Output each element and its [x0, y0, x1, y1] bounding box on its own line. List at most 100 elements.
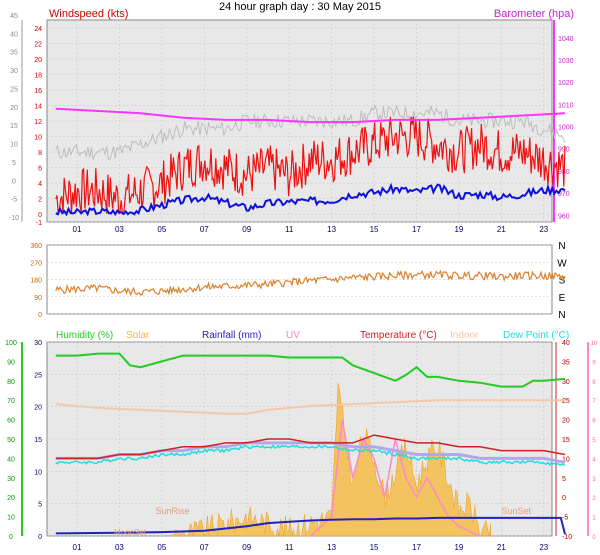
baro-axis-tick: 1040	[558, 36, 574, 43]
uv-axis-tick: 4	[592, 457, 596, 463]
hour-tick: 01	[73, 543, 82, 552]
wind-axis-tick: 10	[34, 135, 42, 142]
temperature-series-line	[55, 434, 566, 460]
wind-axis-tick: 8	[38, 150, 42, 157]
wind-axis-tick: 12	[34, 119, 42, 126]
wind-axis-tick: -1	[36, 220, 42, 227]
uv-axis-tick: 2	[592, 496, 596, 502]
compass-tick: W	[557, 258, 567, 269]
humidity-axis-tick: 10	[7, 515, 15, 522]
baro-axis-tick: 960	[558, 213, 570, 220]
wind-axis-tick: 6	[38, 166, 42, 173]
hour-tick: 03	[115, 543, 124, 552]
direction-axis-tick: 90	[34, 295, 42, 302]
baro-axis-label: Barometer (hpa)	[494, 8, 574, 20]
legend-entry: UV	[286, 330, 300, 341]
hour-tick: 07	[200, 225, 209, 234]
wind-axis-tick: 16	[34, 88, 42, 95]
hour-tick: 13	[327, 225, 336, 234]
uv-axis-tick: 3	[592, 477, 596, 483]
wind-axis-label: Windspeed (kts)	[49, 8, 128, 20]
indoor-series-line	[55, 399, 565, 415]
hour-tick: 19	[454, 225, 463, 234]
gust-series-line	[55, 104, 566, 162]
legend-entry: Solar	[126, 330, 150, 341]
wind-axis-tick: 20	[34, 57, 42, 64]
baro-axis-tick: 1020	[558, 80, 574, 87]
outer-axis-tick: 20	[10, 105, 18, 112]
hour-tick: 03	[115, 225, 124, 234]
outer-axis-tick: 10	[10, 142, 18, 149]
hour-tick: 17	[412, 543, 421, 552]
baro-axis-tick: 1030	[558, 58, 574, 65]
humidity-axis-tick: 50	[7, 437, 15, 444]
wind-axis-tick: 0	[38, 212, 42, 219]
left-axis-tick: 10	[34, 469, 42, 476]
left-axis-tick: 30	[34, 340, 42, 347]
hour-tick: 11	[285, 543, 294, 552]
temp-axis-tick: 10	[562, 456, 570, 463]
temp-axis-tick: 0	[562, 495, 566, 502]
hour-tick: 19	[454, 543, 463, 552]
uv-axis-tick: 6	[592, 419, 596, 425]
direction-axis-tick: 360	[30, 243, 42, 250]
page-title: 24 hour graph day : 30 May 2015	[218, 1, 382, 13]
direction-axis-tick: 180	[30, 278, 42, 285]
legend-entry: Humidity (%)	[56, 330, 113, 341]
legend-entry: Temperature (°C)	[360, 330, 437, 341]
outer-axis-tick: 35	[10, 50, 18, 57]
uv-axis-tick: 1	[592, 516, 596, 522]
humidity-axis-tick: 20	[7, 495, 15, 502]
temp-axis-tick: 40	[562, 340, 570, 347]
temp-axis-tick: 30	[562, 379, 570, 386]
uv-axis-tick: 5	[592, 438, 596, 444]
hour-tick: 07	[200, 543, 209, 552]
wind-series-line	[55, 116, 566, 215]
temp-axis-tick: 20	[562, 418, 570, 425]
dewpoint-series-line	[55, 444, 566, 467]
temp-axis-tick: 35	[562, 359, 570, 366]
sunset-label: SunSet	[501, 506, 531, 516]
outer-axis-tick: 5	[12, 160, 16, 167]
hour-tick: 17	[412, 225, 421, 234]
outer-axis-tick: 15	[10, 123, 18, 130]
hour-tick: 15	[370, 543, 379, 552]
hour-tick: 15	[370, 225, 379, 234]
wind-axis-tick: 4	[38, 181, 42, 188]
compass-tick: N	[558, 310, 565, 321]
hour-tick: 13	[327, 543, 336, 552]
compass-tick: E	[559, 293, 566, 304]
outer-axis-tick: 30	[10, 68, 18, 75]
hour-tick: 05	[157, 225, 166, 234]
outer-axis-tick: 40	[10, 31, 18, 38]
wind-axis-tick: 22	[34, 41, 42, 48]
temp-axis-tick: -10	[562, 534, 572, 541]
temp-axis-tick: 25	[562, 398, 570, 405]
baro-series-line	[55, 107, 566, 124]
uv-axis-tick: 0	[592, 535, 596, 541]
outer-axis-tick: 0	[12, 178, 16, 185]
left-axis-tick: 5	[38, 502, 42, 509]
uv-axis-tick: 10	[591, 341, 598, 347]
moonset-label: MoonSet	[114, 528, 147, 537]
left-axis-tick: 0	[38, 534, 42, 541]
humidity-series-line	[55, 352, 566, 388]
humidity-axis-tick: 80	[7, 379, 15, 386]
outer-axis-tick: -10	[9, 215, 19, 222]
baro-axis-tick: 1010	[558, 102, 574, 109]
hour-tick: 01	[73, 225, 82, 234]
humidity-axis-tick: 100	[5, 340, 17, 347]
uv-axis-tick: 9	[592, 360, 596, 366]
direction-axis-tick: 270	[30, 260, 42, 267]
hour-tick: 21	[497, 543, 506, 552]
humidity-axis-tick: 40	[7, 456, 15, 463]
compass-tick: N	[558, 241, 565, 252]
humidity-axis-tick: 0	[9, 534, 13, 541]
hour-tick: 09	[242, 543, 251, 552]
legend-entry: Rainfall (mm)	[202, 330, 261, 341]
hour-tick: 11	[285, 225, 294, 234]
rainfall-series-line	[55, 516, 566, 535]
humidity-axis-tick: 30	[7, 476, 15, 483]
hour-tick: 21	[497, 225, 506, 234]
hour-tick: 23	[539, 543, 548, 552]
